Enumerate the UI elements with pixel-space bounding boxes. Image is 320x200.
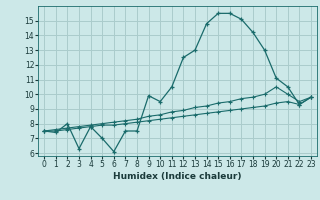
X-axis label: Humidex (Indice chaleur): Humidex (Indice chaleur): [113, 172, 242, 181]
